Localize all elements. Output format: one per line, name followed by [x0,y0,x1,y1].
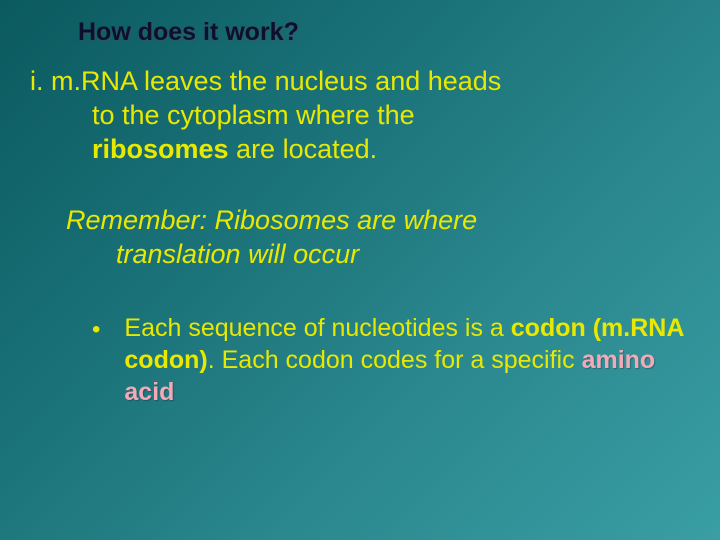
main-line3-rest: are located. [229,134,378,164]
ribosomes-bold: ribosomes [92,134,229,164]
slide-title: How does it work? [78,18,690,47]
remember-line1: Remember: Ribosomes are where [66,205,477,235]
remember-block: Remember: Ribosomes are where translatio… [66,204,690,272]
main-point: i. m.RNA leaves the nucleus and heads to… [30,65,690,166]
main-line3: ribosomes are located. [92,133,690,167]
bullet-item: • Each sequence of nucleotides is a codo… [92,312,690,408]
remember-line2: translation will occur [116,238,690,272]
list-marker: i. [30,66,44,96]
bullet-text: Each sequence of nucleotides is a codon … [124,312,690,408]
main-line2: to the cytoplasm where the [92,99,690,133]
main-line1: m.RNA leaves the nucleus and heads [51,66,501,96]
slide-content: How does it work? i. m.RNA leaves the nu… [0,0,720,428]
bullet-dot-icon: • [92,314,100,408]
bullet-part2: . Each codon codes for a specific [208,346,582,374]
bullet-part1: Each sequence of nucleotides is a [124,314,510,342]
